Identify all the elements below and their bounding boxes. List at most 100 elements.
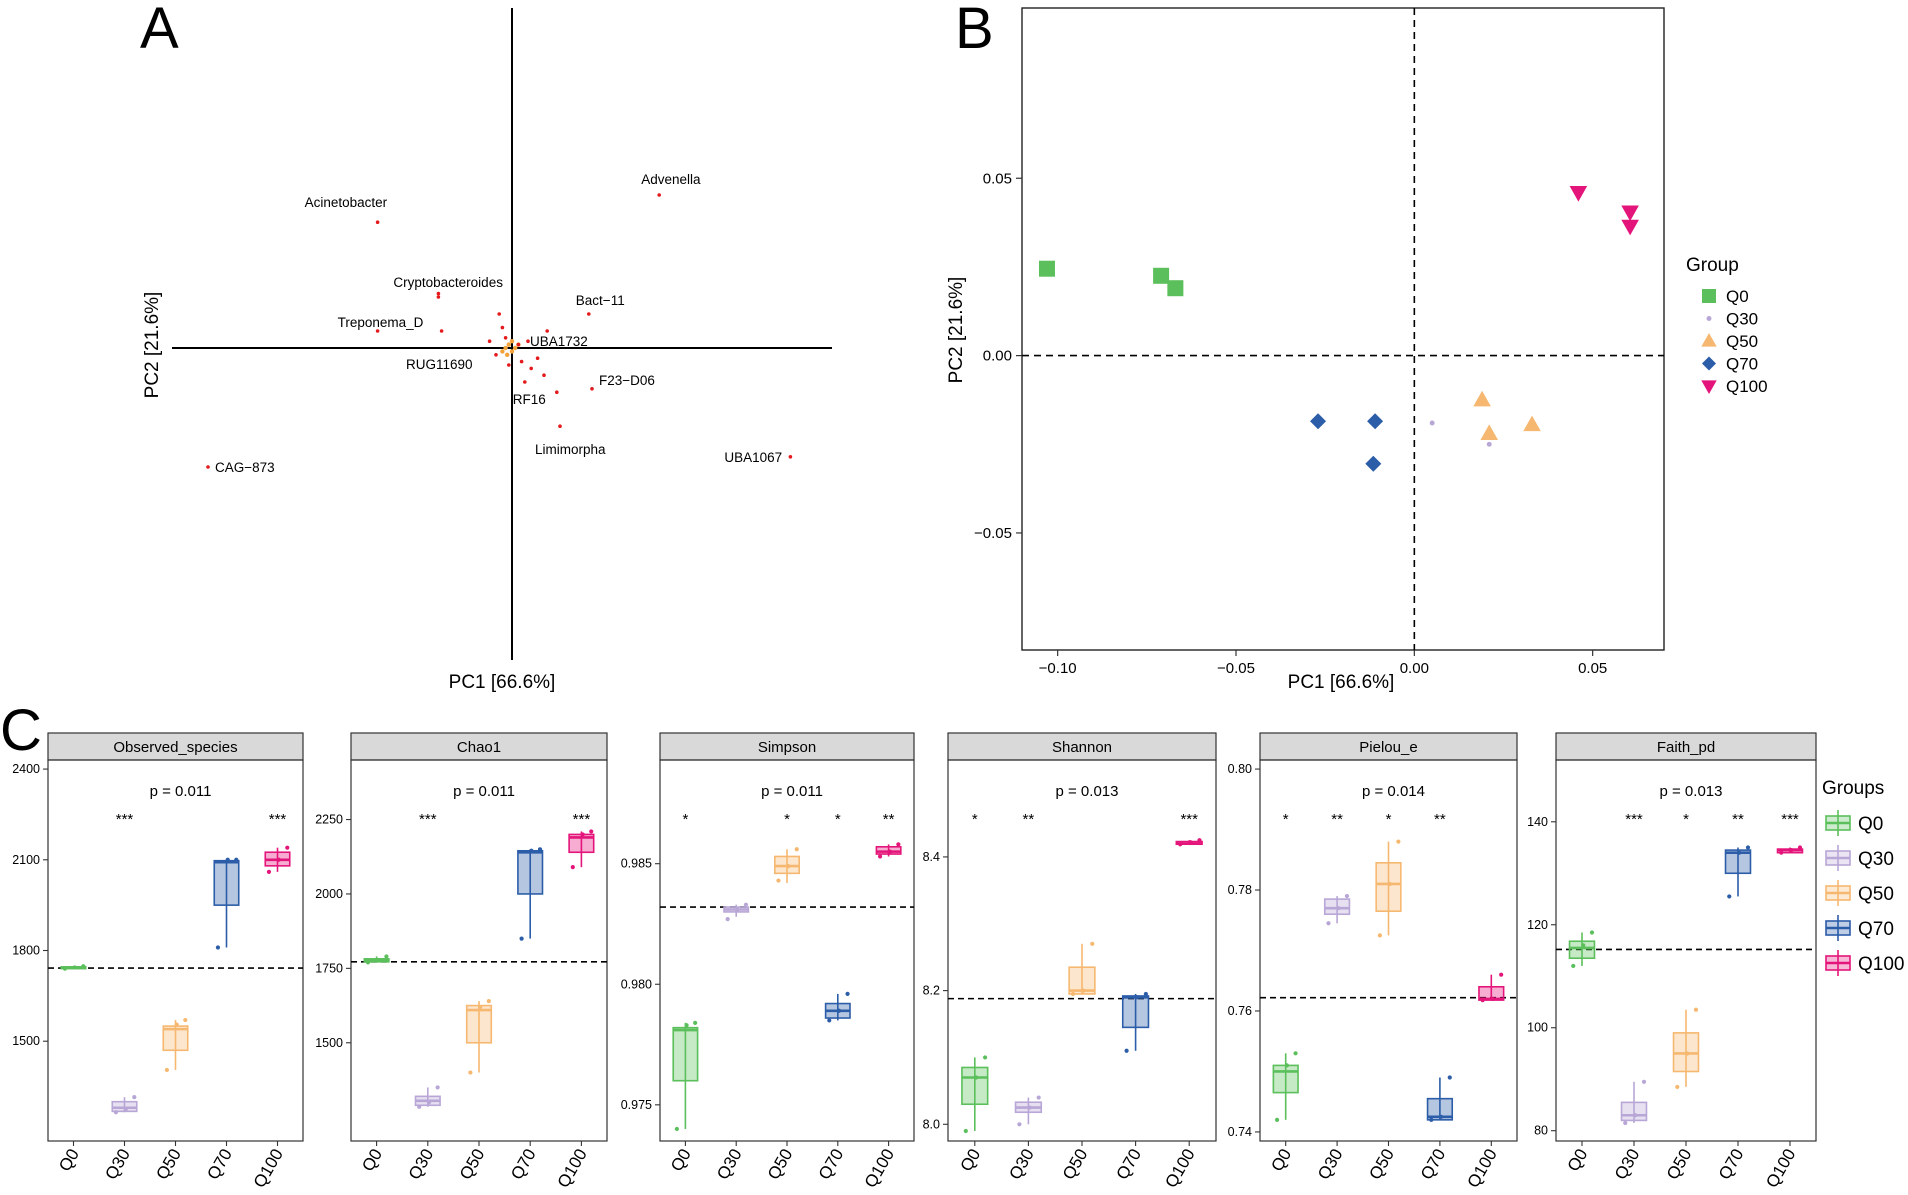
box-jitter-point bbox=[384, 954, 389, 959]
facet-y-tick-label: 0.975 bbox=[621, 1098, 652, 1112]
box-jitter-point bbox=[1499, 972, 1504, 977]
box-jitter-point bbox=[570, 865, 575, 870]
panel-a-center-point bbox=[503, 345, 508, 351]
facet-significance-marker: *** bbox=[573, 811, 591, 828]
box-body bbox=[517, 849, 544, 895]
box-q30 bbox=[111, 1095, 138, 1115]
facet-x-tick-label: Q30 bbox=[405, 1146, 438, 1183]
box-jitter-point bbox=[589, 829, 594, 834]
panel-b-y-tick-label: 0.00 bbox=[983, 348, 1012, 365]
box-jitter-point bbox=[1685, 1051, 1690, 1056]
facet-x-tick-label: Q100 bbox=[554, 1146, 591, 1192]
facet-x-tick-label: Q50 bbox=[1663, 1146, 1696, 1183]
facet-y-tick-label: 0.985 bbox=[621, 857, 652, 871]
box-jitter-point bbox=[1344, 893, 1350, 899]
box-jitter-point bbox=[1090, 941, 1095, 946]
panel-a-center-point bbox=[509, 339, 515, 344]
box-q70 bbox=[1724, 845, 1752, 899]
box-jitter-point bbox=[81, 964, 86, 969]
panel-c-legend-key-q100 bbox=[1825, 950, 1851, 976]
box-jitter-point bbox=[435, 1085, 440, 1090]
box-jitter-point bbox=[887, 849, 892, 854]
facet-title: Pielou_e bbox=[1359, 739, 1417, 756]
panel-a-labeled-point bbox=[555, 390, 559, 395]
facet-significance-marker: ** bbox=[1023, 811, 1035, 828]
facet-p-value: p = 0.013 bbox=[1660, 783, 1723, 800]
facet-significance-marker: * bbox=[835, 811, 841, 828]
facet-title: Chao1 bbox=[457, 739, 501, 756]
facet-strip bbox=[659, 732, 915, 761]
box-q70 bbox=[517, 847, 544, 941]
box-q70 bbox=[1121, 991, 1150, 1053]
facet-x-tick-label: Q70 bbox=[1715, 1146, 1748, 1183]
panel-a-point-label: Advenella bbox=[641, 172, 701, 187]
facet-x-tick-label: Q50 bbox=[764, 1146, 797, 1183]
box-body bbox=[1121, 995, 1150, 1029]
box-body bbox=[1568, 940, 1596, 960]
box-jitter-point bbox=[537, 847, 543, 852]
panel-label-c: C bbox=[0, 698, 42, 763]
facet-significance-marker: *** bbox=[269, 811, 287, 828]
facet-y-tick-label: 2400 bbox=[12, 762, 40, 776]
panel-c-legend-key-q70 bbox=[1825, 915, 1851, 941]
facet-strip bbox=[947, 732, 1217, 761]
panel-label-b: B bbox=[955, 0, 994, 61]
boxplot-panel-c: Observed_species 1500 1800 2100 2400 p = 0.01… bbox=[12, 732, 1817, 1192]
facet-p-value: p = 0.013 bbox=[1056, 783, 1119, 800]
facet-chao1: Chao1 1500 1750 2000 2250 p = 0.011 *** *** Q0 Q3… bbox=[315, 732, 608, 1192]
box-q0 bbox=[672, 1020, 699, 1132]
panel-b-legend-key-q30 bbox=[1706, 316, 1712, 321]
box-jitter-point bbox=[776, 878, 781, 883]
facet-x-tick-label: Q30 bbox=[713, 1146, 746, 1183]
facet-x-tick-label: Q70 bbox=[1113, 1146, 1146, 1183]
panel-a-labeled-point bbox=[587, 312, 591, 316]
facet-y-tick-label: 80 bbox=[1534, 1124, 1548, 1138]
facet-x-tick-label: Q100 bbox=[861, 1146, 898, 1192]
facet-y-tick-label: 1500 bbox=[12, 1034, 40, 1048]
box-body bbox=[1426, 1097, 1454, 1121]
facet-significance-marker: ** bbox=[883, 811, 895, 828]
panel-a-point bbox=[507, 363, 511, 367]
panel-b-point-q0 bbox=[1153, 267, 1170, 284]
box-jitter-point bbox=[1197, 838, 1202, 843]
facet-significance-marker: ** bbox=[1331, 811, 1343, 828]
panel-c-legend-key-q50 bbox=[1825, 880, 1851, 906]
panel-a-center-point bbox=[505, 352, 510, 357]
panel-a-x-axis-label: PC1 [66.6%] bbox=[449, 672, 556, 693]
facet-title: Observed_species bbox=[113, 739, 237, 756]
box-jitter-point bbox=[1396, 839, 1401, 844]
panel-b-legend-key-q50 bbox=[1701, 332, 1717, 347]
box-jitter-point bbox=[786, 864, 791, 869]
box-jitter-point bbox=[836, 1008, 842, 1013]
facet-y-tick-label: 1800 bbox=[12, 944, 40, 958]
box-jitter-point bbox=[827, 1018, 832, 1023]
facet-x-tick-label: Q70 bbox=[507, 1146, 540, 1183]
facet-significance-marker: *** bbox=[1625, 811, 1643, 828]
box-q50 bbox=[1375, 839, 1402, 938]
facet-x-tick-label: Q100 bbox=[250, 1146, 287, 1192]
facet-significance-marker: * bbox=[1283, 811, 1289, 828]
facet-p-value: p = 0.011 bbox=[761, 783, 823, 800]
facet-y-tick-label: 8.2 bbox=[923, 984, 940, 998]
panel-b-point-q70 bbox=[1365, 455, 1382, 472]
facet-significance-marker: * bbox=[972, 811, 978, 828]
panel-b-x-tick-label: −0.05 bbox=[1217, 660, 1255, 677]
facet-x-tick-label: Q50 bbox=[152, 1146, 185, 1183]
panel-c-legend-label: Q100 bbox=[1858, 954, 1904, 975]
box-jitter-point bbox=[743, 902, 749, 907]
panel-b-point-q100 bbox=[1621, 219, 1639, 236]
facet-y-tick-label: 8.4 bbox=[923, 850, 940, 864]
box-jitter-point bbox=[1779, 850, 1784, 855]
box-jitter-point bbox=[1336, 906, 1341, 911]
facet-significance-marker: ** bbox=[1434, 811, 1446, 828]
box-jitter-point bbox=[375, 957, 380, 963]
facet-significance-marker: * bbox=[1683, 811, 1689, 828]
box-jitter-point bbox=[963, 1128, 968, 1134]
panel-a-point bbox=[519, 359, 524, 364]
panel-a-point-label: CAG−873 bbox=[215, 460, 275, 475]
box-jitter-point bbox=[478, 1004, 483, 1010]
box-jitter-point bbox=[725, 917, 730, 922]
box-q50 bbox=[1672, 1007, 1700, 1090]
box-jitter-point bbox=[529, 848, 534, 853]
